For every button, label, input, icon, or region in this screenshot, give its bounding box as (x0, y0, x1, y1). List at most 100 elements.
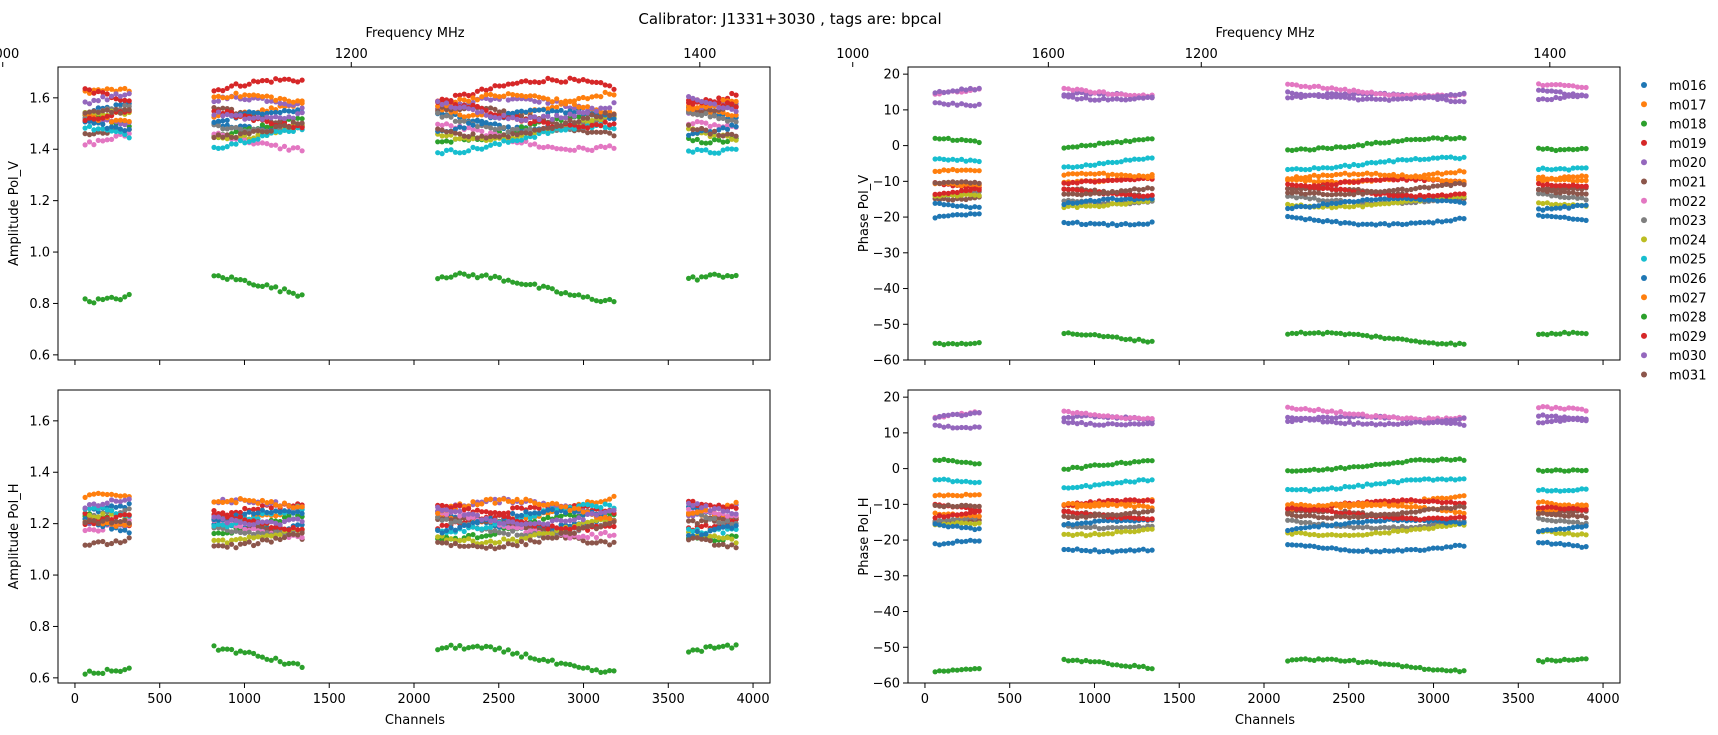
point (1452, 342, 1458, 348)
point (299, 148, 305, 154)
point (733, 505, 739, 511)
point (1074, 90, 1080, 96)
point (585, 511, 591, 517)
point (1448, 136, 1454, 142)
point (496, 115, 502, 121)
point (514, 543, 520, 549)
top-tick-label: 1000 (836, 47, 869, 62)
point (1435, 457, 1441, 463)
point (1399, 221, 1405, 228)
point (496, 512, 502, 518)
point (598, 105, 604, 111)
point (1123, 416, 1129, 422)
point (607, 91, 613, 97)
point (1302, 543, 1308, 549)
point (1338, 330, 1344, 336)
point (733, 540, 739, 546)
point (1557, 82, 1563, 88)
point (1368, 96, 1375, 102)
point (567, 99, 573, 105)
point (100, 296, 106, 303)
point (457, 92, 463, 98)
point (1583, 217, 1589, 223)
point (91, 90, 97, 96)
point (527, 655, 533, 661)
point (1307, 174, 1313, 180)
point (1382, 159, 1388, 165)
point (251, 137, 257, 143)
point (1285, 186, 1291, 192)
point (1293, 82, 1300, 88)
point (558, 99, 564, 105)
point (1360, 532, 1366, 538)
point (1364, 96, 1370, 102)
series-m030-amp-v (82, 91, 739, 123)
series-m023-amp-h (82, 506, 739, 539)
point (540, 79, 547, 85)
point (707, 107, 713, 113)
point (540, 535, 547, 541)
point (724, 112, 731, 118)
point (211, 88, 217, 94)
point (716, 506, 722, 512)
point (699, 119, 705, 125)
point (711, 506, 718, 512)
point (273, 535, 279, 541)
point (1087, 171, 1093, 177)
point (545, 113, 551, 119)
point (1149, 498, 1155, 504)
point (82, 527, 88, 534)
point (117, 668, 123, 675)
point (1316, 190, 1322, 196)
point (1540, 165, 1546, 171)
point (109, 503, 115, 509)
point (1316, 93, 1322, 99)
point (1561, 147, 1568, 153)
point (932, 493, 938, 499)
points-phase-h (932, 404, 1589, 675)
point (549, 77, 555, 83)
point (496, 141, 502, 147)
point (483, 112, 489, 118)
point (242, 497, 248, 503)
point (611, 539, 617, 545)
point (545, 530, 551, 536)
series-m021-phase-h (932, 507, 1589, 526)
point (607, 296, 613, 303)
point (1579, 84, 1585, 90)
point (1421, 525, 1427, 531)
point (545, 521, 551, 527)
point (299, 125, 305, 131)
point (281, 514, 288, 521)
point (224, 117, 230, 123)
point (611, 532, 617, 538)
point (558, 513, 564, 519)
point (1377, 549, 1383, 555)
point (1061, 180, 1067, 186)
point (690, 535, 696, 541)
point (1092, 171, 1098, 177)
point (1293, 330, 1300, 337)
point (1149, 136, 1155, 142)
point (122, 122, 128, 128)
point (435, 126, 441, 132)
point (554, 289, 560, 295)
series-m018-phase-h (932, 456, 1589, 474)
point (281, 500, 288, 506)
point (483, 95, 489, 101)
point (86, 123, 93, 129)
point (1285, 81, 1291, 87)
point (703, 522, 709, 528)
point (246, 139, 252, 145)
point (1329, 182, 1335, 188)
point (1320, 191, 1326, 197)
point (1364, 463, 1370, 469)
point (686, 106, 692, 112)
point (246, 81, 252, 87)
point (1074, 191, 1080, 197)
point (716, 116, 722, 122)
point (585, 110, 591, 116)
point (255, 93, 261, 99)
point (527, 528, 533, 534)
point (466, 113, 472, 119)
